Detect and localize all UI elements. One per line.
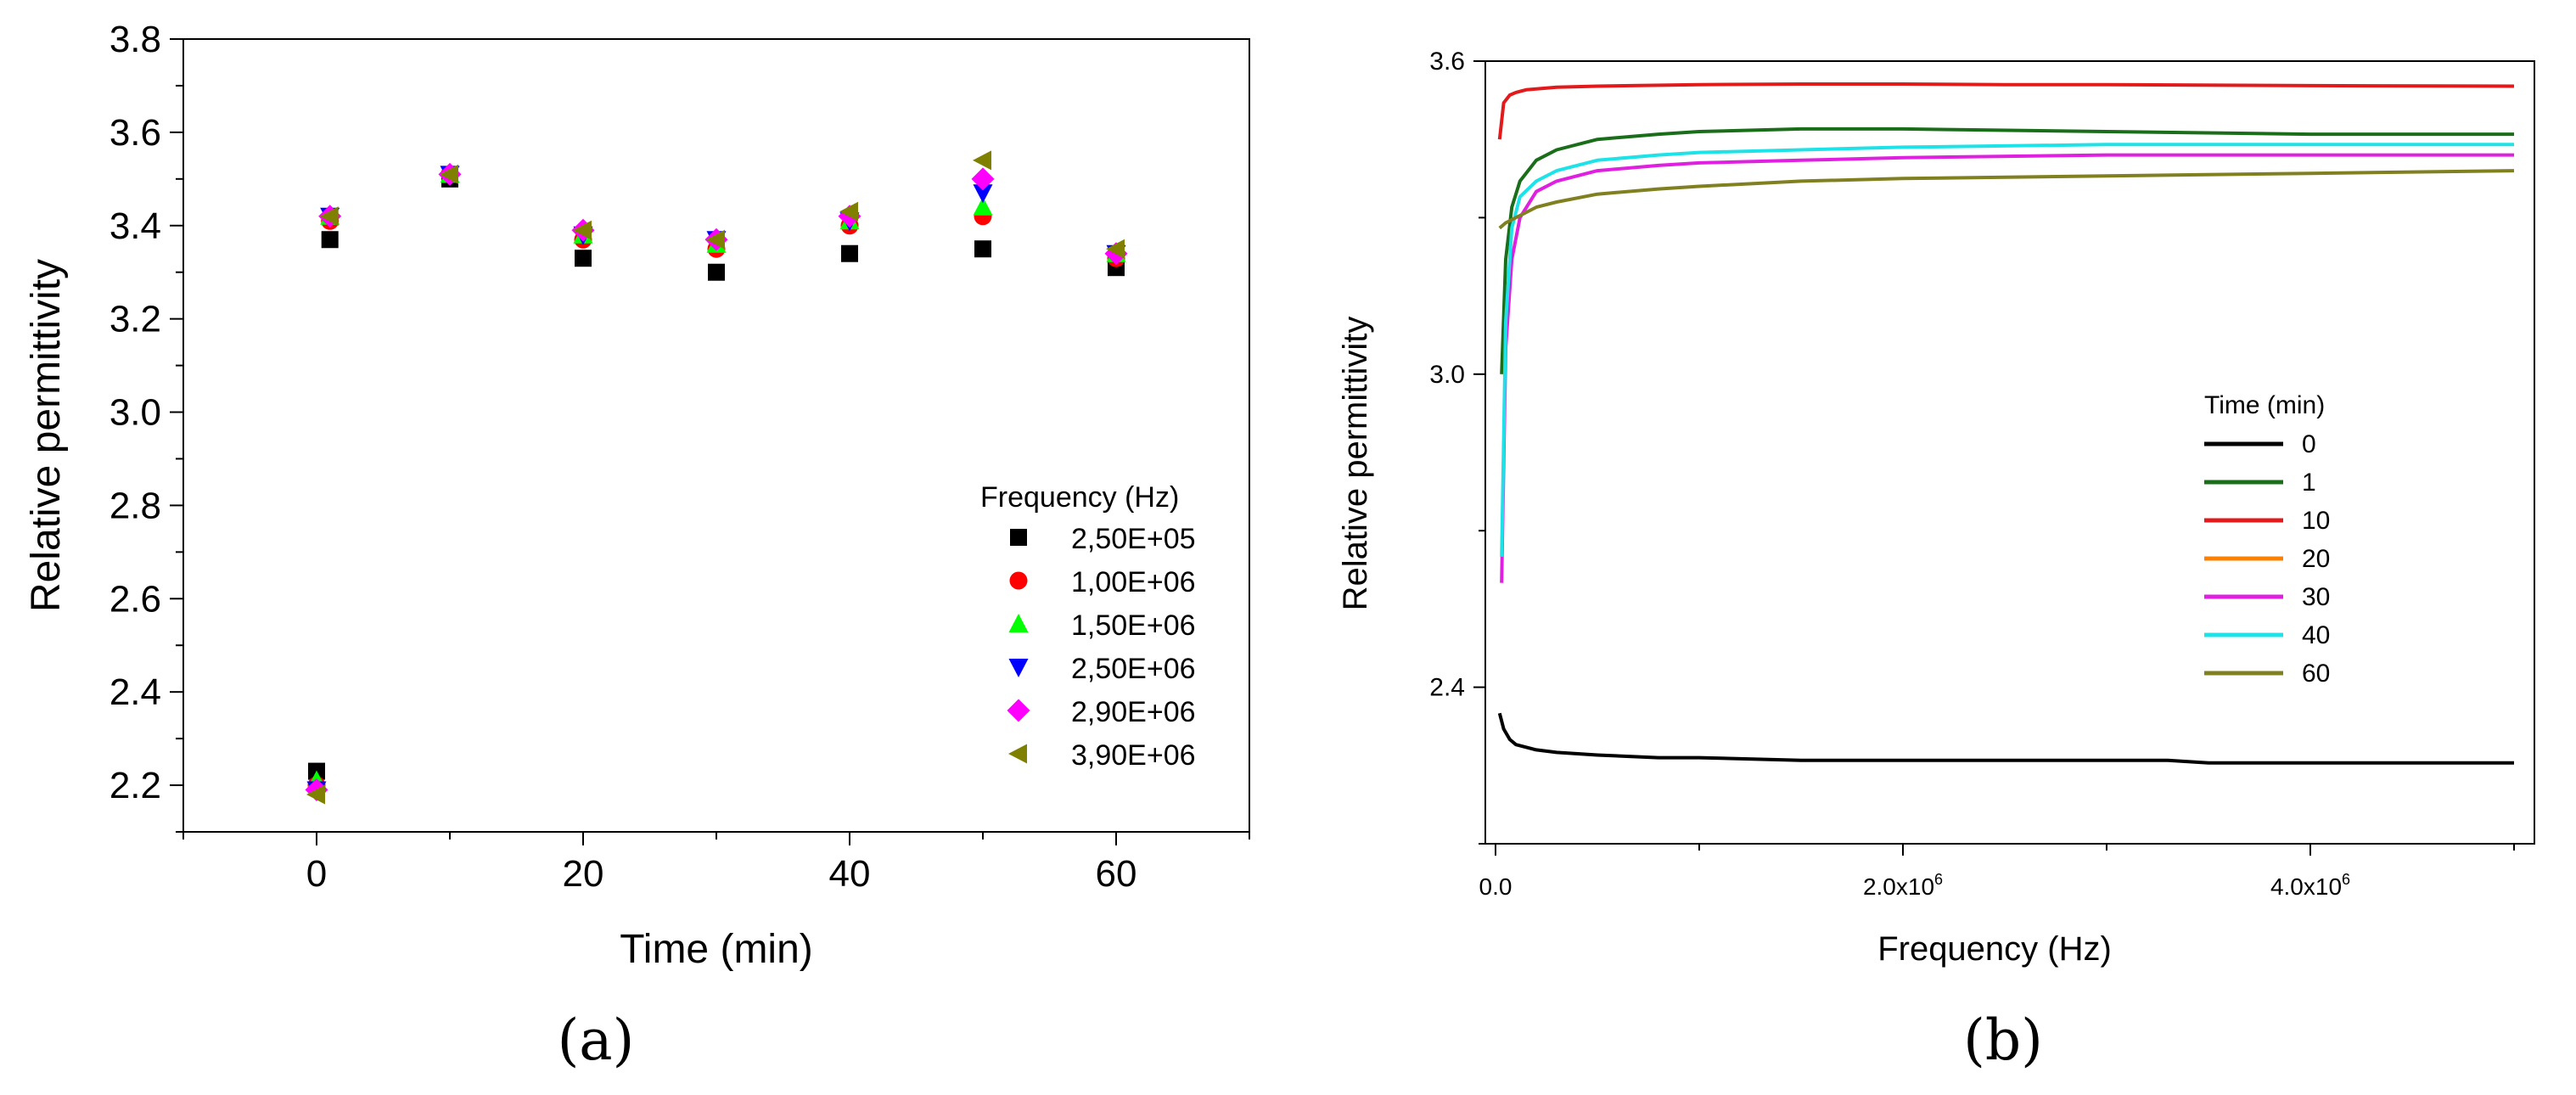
panel-a-point (839, 201, 858, 222)
panel-b-ytick-label: 3.0 (1429, 361, 1465, 389)
panel-a-point (573, 220, 592, 240)
panel-a-point (706, 229, 725, 250)
panel-a-ytick-label: 2.2 (109, 765, 161, 806)
panel-a-legend-label: 3,90E+06 (1071, 739, 1196, 772)
panel-a-point (973, 184, 993, 204)
panel-b-ylabel: Relative permittivity (1337, 317, 1374, 611)
panel-a-point (841, 244, 858, 262)
panel-b-xlabel: Frequency (Hz) (1877, 930, 2112, 968)
panel-b-series-line-0 (1497, 712, 2514, 765)
panel-b-legend-label: 30 (2302, 583, 2330, 611)
panel-a-xtick-label: 40 (829, 853, 871, 895)
panel-a-point (306, 784, 325, 805)
panel-a-legend-label: 2,90E+06 (1071, 696, 1196, 728)
panel-b-legend-label: 0 (2302, 430, 2316, 458)
panel-a-point (319, 206, 339, 227)
panel-a-legend-label: 1,00E+06 (1071, 566, 1196, 598)
panel-a-point (575, 250, 592, 267)
panel-b-ytick-label: 3.6 (1429, 48, 1465, 76)
panel-b-chart: 0.0 2.0x106 4.0x106 2.4 3.0 3.6 Frequency (Hz… (1337, 48, 2535, 1073)
panel-b-legend-label: 40 (2302, 621, 2330, 649)
panel-b-xtick-label: 4.0x106 (2270, 871, 2350, 900)
panel-a-ytick-label: 3.2 (109, 299, 161, 340)
panel-b-legend-label: 1 (2302, 469, 2316, 497)
panel-a-ytick-label: 2.4 (109, 671, 161, 713)
panel-b-xtick-label: 0.0 (1479, 873, 1512, 900)
panel-b-legend: Time (min) 0 1 10 20 30 40 60 (2204, 391, 2330, 688)
panel-b-series-line-60 (1498, 169, 2515, 230)
panel-a-xtick-label: 20 (563, 853, 604, 895)
panel-a-ytick-label: 3.4 (109, 205, 161, 247)
panel-b-xtick-label: 2.0x106 (1863, 871, 1943, 900)
panel-b-plot-frame (1484, 60, 2535, 845)
panel-b-legend-title: Time (min) (2204, 391, 2325, 419)
panel-b-series-line-30 (1500, 153, 2514, 583)
panel-b-series-line-40 (1500, 143, 2514, 557)
panel-a-xlabel: Time (min) (620, 927, 813, 972)
panel-a-xtick-label: 0 (306, 853, 327, 895)
panel-b-legend-label: 10 (2302, 507, 2330, 535)
panel-a-chart: 0 20 40 60 2.2 2.4 2.6 2.8 3.0 3.2 3.4 3.6 3.8 Time … (24, 19, 1250, 1073)
panel-label-b: (b) (1963, 1008, 2043, 1073)
panel-a-ytick-label: 3.8 (109, 19, 161, 60)
panel-a-legend-marker (1008, 744, 1027, 764)
panel-b-series-line-10 (1497, 82, 2515, 140)
panel-a-point (973, 196, 993, 216)
panel-a-legend-marker (1008, 659, 1029, 677)
panel-a-point (971, 167, 995, 191)
panel-a-point (974, 240, 991, 258)
panel-b-legend-label: 20 (2302, 545, 2330, 573)
panel-a-xtick-label: 60 (1096, 853, 1137, 895)
panel-a-point (440, 164, 458, 184)
panel-a-ylabel: Relative permittivity (24, 259, 69, 612)
panel-a-ytick-label: 3.6 (109, 112, 161, 154)
panel-a-legend-marker (1009, 571, 1028, 590)
panel-a-ytick-label: 3.0 (109, 392, 161, 434)
panel-b-legend-label: 60 (2302, 660, 2330, 688)
panel-a-ytick-label: 2.6 (109, 578, 161, 620)
panel-a-legend-label: 2,50E+05 (1071, 523, 1196, 555)
panel-a-legend-label: 2,50E+06 (1071, 653, 1196, 685)
panel-a-legend-marker (1007, 699, 1030, 722)
panel-a-legend-marker (1008, 614, 1029, 632)
panel-a-point (973, 150, 991, 171)
panel-a-legend-label: 1,50E+06 (1071, 609, 1196, 642)
panel-b-ytick-label: 2.4 (1429, 674, 1465, 702)
panel-a-point (1106, 239, 1125, 259)
panel-a-legend-marker (1010, 529, 1027, 546)
panel-a-ytick-label: 2.8 (109, 485, 161, 526)
panel-a-point (321, 231, 339, 249)
panel-b-series-line-1 (1500, 126, 2514, 374)
panel-a-point (708, 263, 725, 281)
panel-label-a: (a) (558, 1008, 635, 1073)
panel-a-legend-title: Frequency (Hz) (980, 481, 1179, 514)
panel-a-legend: Frequency (Hz) 2,50E+05 1,00E+06 1,50E+06 2… (980, 481, 1196, 772)
